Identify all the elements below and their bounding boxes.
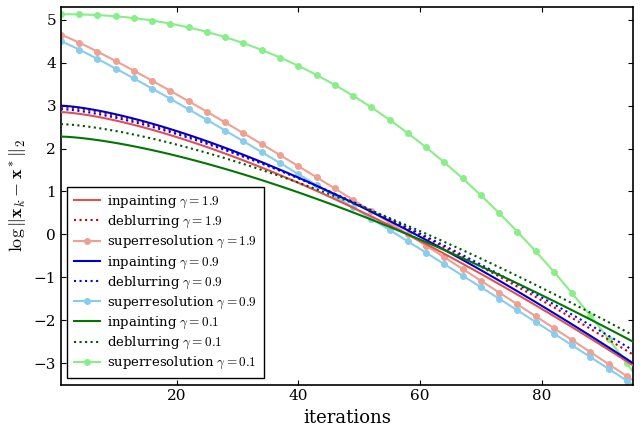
deblurring $\gamma = 0.9$: [447, 246, 454, 251]
deblurring $\gamma = 1.9$: [161, 126, 168, 132]
superresolution $\gamma = 1.9$: [483, 282, 491, 287]
inpainting $\gamma = 0.9$: [459, 257, 467, 263]
deblurring $\gamma = 0.9$: [483, 265, 491, 270]
Line: inpainting $\gamma = 0.9$: inpainting $\gamma = 0.9$: [61, 105, 633, 363]
deblurring $\gamma = 0.1$: [57, 122, 65, 127]
superresolution $\gamma = 0.9$: [57, 39, 65, 44]
superresolution $\gamma = 0.9$: [629, 382, 637, 387]
deblurring $\gamma = 1.9$: [81, 107, 89, 112]
superresolution $\gamma = 1.9$: [477, 278, 484, 283]
inpainting $\gamma = 0.1$: [81, 136, 89, 141]
deblurring $\gamma = 0.1$: [459, 247, 467, 253]
Line: superresolution $\gamma = 0.1$: superresolution $\gamma = 0.1$: [58, 11, 636, 375]
inpainting $\gamma = 0.1$: [629, 339, 637, 344]
inpainting $\gamma = 0.9$: [57, 103, 65, 108]
superresolution $\gamma = 0.9$: [483, 289, 491, 294]
deblurring $\gamma = 1.9$: [629, 352, 637, 357]
superresolution $\gamma = 0.1$: [161, 20, 168, 25]
deblurring $\gamma = 0.1$: [477, 256, 484, 261]
superresolution $\gamma = 1.9$: [81, 43, 89, 48]
deblurring $\gamma = 0.1$: [483, 259, 491, 264]
inpainting $\gamma = 1.9$: [459, 261, 467, 266]
deblurring $\gamma = 0.9$: [57, 106, 65, 112]
deblurring $\gamma = 1.9$: [459, 254, 467, 260]
Line: inpainting $\gamma = 1.9$: inpainting $\gamma = 1.9$: [61, 112, 633, 365]
inpainting $\gamma = 1.9$: [477, 271, 484, 276]
inpainting $\gamma = 0.9$: [477, 267, 484, 273]
X-axis label: iterations: iterations: [303, 409, 391, 427]
inpainting $\gamma = 0.1$: [161, 150, 168, 155]
Line: superresolution $\gamma = 1.9$: superresolution $\gamma = 1.9$: [58, 32, 636, 383]
superresolution $\gamma = 1.9$: [57, 32, 65, 37]
deblurring $\gamma = 0.9$: [459, 253, 467, 258]
inpainting $\gamma = 0.9$: [629, 361, 637, 366]
superresolution $\gamma = 0.1$: [57, 12, 65, 17]
deblurring $\gamma = 1.9$: [477, 264, 484, 269]
deblurring $\gamma = 1.9$: [447, 248, 454, 253]
inpainting $\gamma = 0.1$: [483, 266, 491, 272]
superresolution $\gamma = 0.9$: [161, 93, 168, 98]
superresolution $\gamma = 0.1$: [447, 165, 454, 170]
Line: deblurring $\gamma = 0.1$: deblurring $\gamma = 0.1$: [61, 124, 633, 335]
Y-axis label: $\log \|\mathbf{x}_k - \mathbf{x}^*\|_2$: $\log \|\mathbf{x}_k - \mathbf{x}^*\|_2$: [7, 139, 28, 252]
deblurring $\gamma = 1.9$: [57, 104, 65, 109]
inpainting $\gamma = 0.1$: [477, 264, 484, 269]
inpainting $\gamma = 1.9$: [447, 254, 454, 260]
inpainting $\gamma = 0.1$: [447, 250, 454, 255]
inpainting $\gamma = 0.1$: [459, 256, 467, 261]
inpainting $\gamma = 0.9$: [483, 271, 491, 276]
superresolution $\gamma = 0.9$: [81, 50, 89, 55]
deblurring $\gamma = 0.9$: [629, 348, 637, 353]
deblurring $\gamma = 0.1$: [161, 139, 168, 144]
deblurring $\gamma = 0.1$: [447, 242, 454, 247]
deblurring $\gamma = 0.1$: [629, 333, 637, 338]
superresolution $\gamma = 1.9$: [459, 266, 467, 272]
deblurring $\gamma = 0.1$: [81, 124, 89, 129]
superresolution $\gamma = 0.9$: [477, 285, 484, 290]
superresolution $\gamma = 0.1$: [629, 369, 637, 375]
superresolution $\gamma = 0.1$: [477, 193, 484, 198]
Line: inpainting $\gamma = 0.1$: inpainting $\gamma = 0.1$: [61, 137, 633, 342]
superresolution $\gamma = 0.1$: [459, 176, 467, 181]
deblurring $\gamma = 0.9$: [477, 262, 484, 267]
superresolution $\gamma = 0.9$: [459, 273, 467, 278]
inpainting $\gamma = 1.9$: [483, 275, 491, 280]
superresolution $\gamma = 1.9$: [447, 259, 454, 264]
superresolution $\gamma = 1.9$: [629, 378, 637, 383]
Line: deblurring $\gamma = 0.9$: deblurring $\gamma = 0.9$: [61, 109, 633, 350]
superresolution $\gamma = 0.1$: [81, 12, 89, 17]
inpainting $\gamma = 0.9$: [81, 106, 89, 111]
Legend: inpainting $\gamma = 1.9$, deblurring $\gamma = 1.9$, superresolution $\gamma = : inpainting $\gamma = 1.9$, deblurring $\…: [67, 187, 264, 378]
superresolution $\gamma = 1.9$: [161, 85, 168, 90]
inpainting $\gamma = 1.9$: [57, 109, 65, 115]
inpainting $\gamma = 1.9$: [161, 131, 168, 136]
inpainting $\gamma = 1.9$: [629, 363, 637, 368]
superresolution $\gamma = 0.9$: [447, 265, 454, 270]
superresolution $\gamma = 0.1$: [483, 198, 491, 204]
Line: superresolution $\gamma = 0.9$: superresolution $\gamma = 0.9$: [58, 39, 636, 388]
inpainting $\gamma = 0.1$: [57, 134, 65, 139]
Line: deblurring $\gamma = 1.9$: deblurring $\gamma = 1.9$: [61, 107, 633, 355]
deblurring $\gamma = 0.9$: [81, 109, 89, 115]
inpainting $\gamma = 1.9$: [81, 112, 89, 117]
inpainting $\gamma = 0.9$: [447, 250, 454, 256]
deblurring $\gamma = 1.9$: [483, 267, 491, 273]
inpainting $\gamma = 0.9$: [161, 125, 168, 130]
deblurring $\gamma = 0.9$: [161, 128, 168, 133]
